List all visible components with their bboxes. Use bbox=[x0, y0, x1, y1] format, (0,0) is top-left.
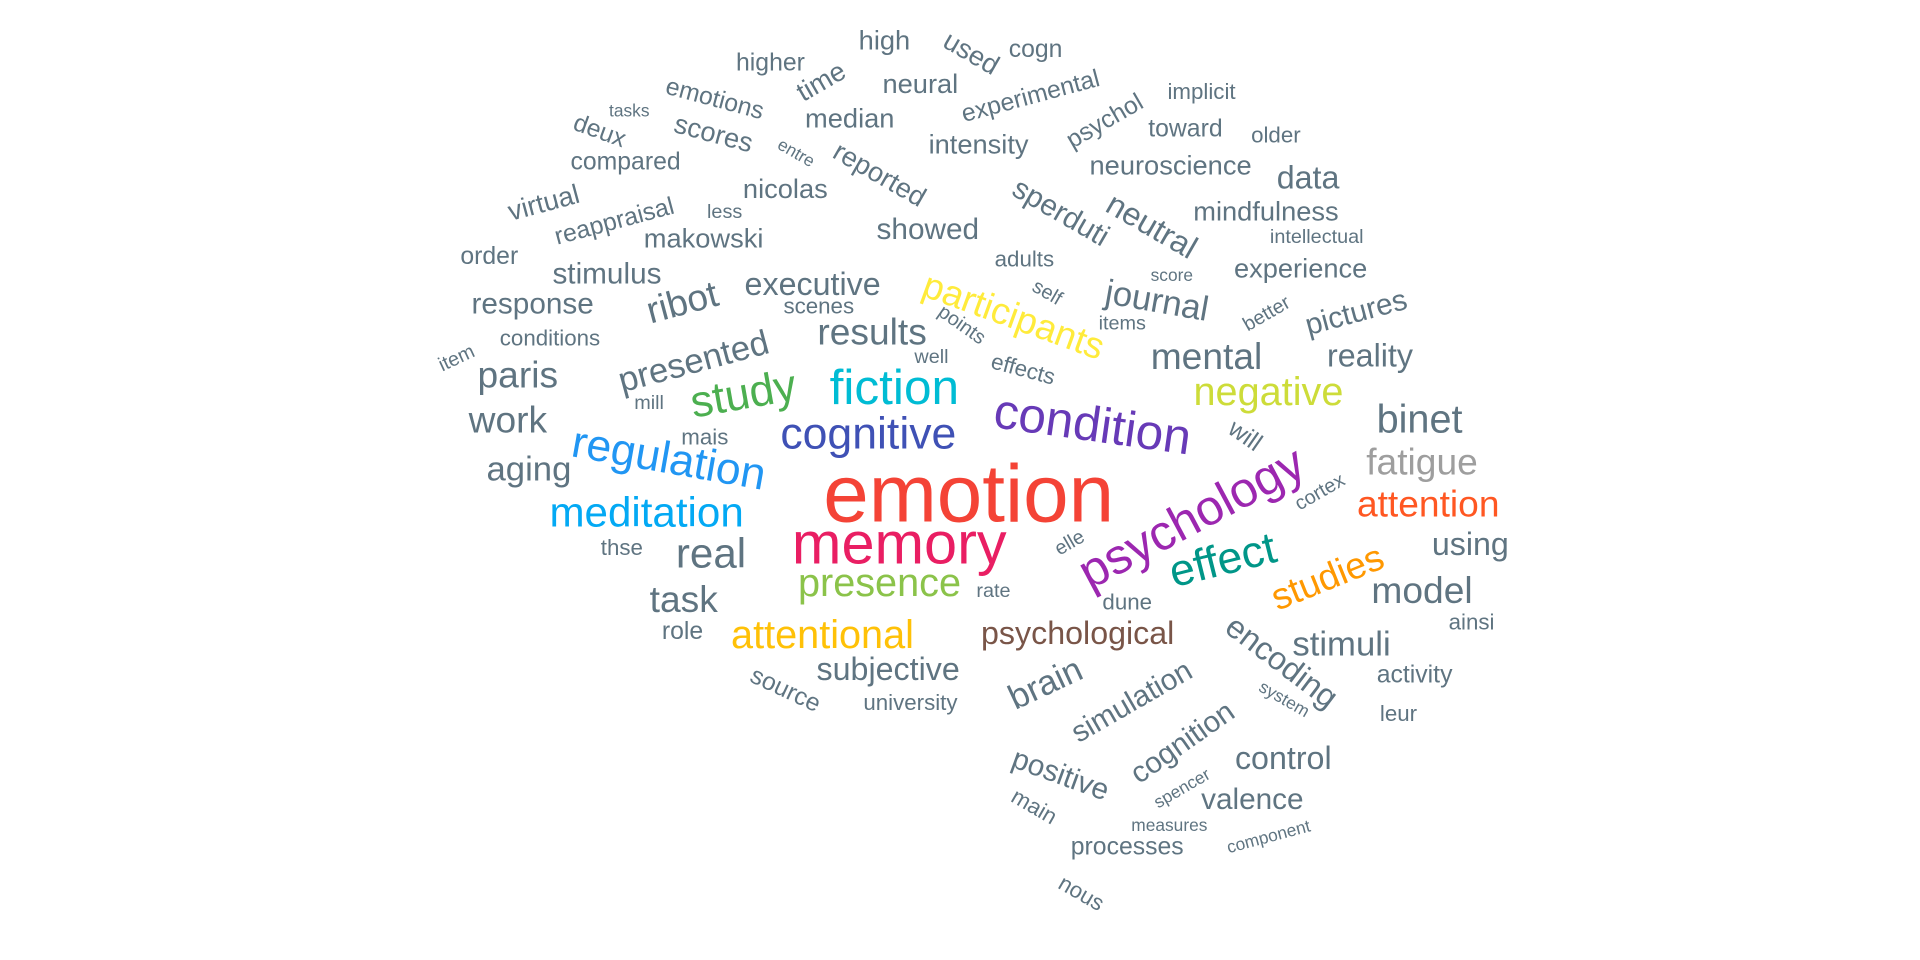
word-intellectual: intellectual bbox=[1269, 226, 1364, 248]
word-higher: higher bbox=[736, 49, 805, 77]
word-item: item bbox=[435, 341, 479, 377]
word-intensity: intensity bbox=[928, 128, 1029, 160]
word-binet: binet bbox=[1376, 396, 1463, 441]
word-university: university bbox=[863, 689, 958, 715]
word-response: response bbox=[471, 287, 594, 321]
word-experience: experience bbox=[1233, 252, 1368, 284]
word-less: less bbox=[707, 201, 743, 223]
word-source: source bbox=[745, 661, 825, 719]
word-ainsi: ainsi bbox=[1448, 609, 1495, 635]
word-order: order bbox=[460, 242, 519, 271]
word-attentional: attentional bbox=[731, 611, 914, 657]
word-aging: aging bbox=[486, 449, 572, 489]
word-high: high bbox=[858, 24, 911, 56]
word-psychol: psychol bbox=[1061, 88, 1149, 155]
word-brain: brain bbox=[1002, 649, 1089, 717]
word-activity: activity bbox=[1376, 661, 1453, 689]
word-well: well bbox=[914, 346, 949, 368]
word-scenes: scenes bbox=[783, 293, 855, 319]
word-nous: nous bbox=[1054, 870, 1109, 916]
word-dune: dune bbox=[1102, 589, 1153, 615]
word-data: data bbox=[1276, 158, 1340, 196]
word-using: using bbox=[1431, 525, 1509, 563]
word-main: main bbox=[1007, 783, 1062, 830]
word-reality: reality bbox=[1327, 336, 1413, 375]
word-fiction: fiction bbox=[829, 360, 960, 415]
word-showed: showed bbox=[876, 213, 980, 247]
word-task: task bbox=[649, 579, 718, 621]
word-meditation: meditation bbox=[549, 489, 744, 537]
word-real: real bbox=[675, 530, 747, 578]
word-memory: memory bbox=[791, 511, 1007, 578]
word-neutral: neutral bbox=[1100, 184, 1204, 267]
word-conditions: conditions bbox=[499, 325, 601, 351]
word-score: score bbox=[1150, 265, 1194, 285]
word-control: control bbox=[1234, 739, 1332, 777]
word-effects: effects bbox=[988, 348, 1058, 390]
word-implicit: implicit bbox=[1167, 79, 1236, 105]
word-entre: entre bbox=[774, 133, 819, 171]
word-rate: rate bbox=[976, 580, 1011, 603]
word-pictures: pictures bbox=[1301, 283, 1411, 343]
word-stimulus: stimulus bbox=[552, 257, 662, 292]
word-makowski: makowski bbox=[643, 222, 764, 254]
word-toward: toward bbox=[1148, 115, 1223, 143]
word-measures: measures bbox=[1131, 815, 1208, 835]
word-adults: adults bbox=[994, 246, 1055, 272]
word-work: work bbox=[468, 400, 548, 441]
word-executive: executive bbox=[744, 265, 881, 303]
word-reported: reported bbox=[828, 135, 932, 213]
word-negative: negative bbox=[1193, 369, 1344, 414]
word-sperduti: sperduti bbox=[1006, 171, 1115, 254]
word-thse: thse bbox=[600, 535, 643, 560]
word-attention: attention bbox=[1356, 484, 1500, 526]
word-mais: mais bbox=[681, 424, 729, 450]
word-paris: paris bbox=[477, 355, 559, 397]
word-median: median bbox=[805, 102, 895, 134]
word-neural: neural bbox=[882, 68, 959, 100]
word-nicolas: nicolas bbox=[742, 173, 828, 205]
word-component: component bbox=[1224, 815, 1313, 857]
word-older: older bbox=[1251, 122, 1301, 148]
word-leur: leur bbox=[1379, 701, 1418, 726]
word-psychological: psychological bbox=[980, 614, 1175, 652]
word-results: results bbox=[817, 312, 927, 354]
word-mill: mill bbox=[634, 392, 664, 414]
word-role: role bbox=[661, 618, 704, 646]
word-subjective: subjective bbox=[816, 650, 960, 688]
word-cognitive: cognitive bbox=[780, 407, 957, 459]
word-cogn: cogn bbox=[1008, 35, 1063, 64]
word-compared: compared bbox=[570, 148, 681, 176]
word-model: model bbox=[1371, 571, 1473, 612]
word-regulation: regulation bbox=[568, 415, 770, 500]
word-emotion: emotion bbox=[823, 447, 1115, 539]
word-stimuli: stimuli bbox=[1292, 624, 1391, 663]
word-mindfulness: mindfulness bbox=[1193, 195, 1339, 227]
word-presence: presence bbox=[797, 559, 962, 605]
word-tasks: tasks bbox=[609, 100, 650, 121]
word-valence: valence bbox=[1201, 782, 1304, 817]
word-better: better bbox=[1239, 292, 1295, 336]
word-mental: mental bbox=[1150, 336, 1263, 378]
word-processes: processes bbox=[1070, 833, 1184, 861]
word-neuroscience: neuroscience bbox=[1089, 149, 1252, 181]
word-fatigue: fatigue bbox=[1366, 442, 1478, 484]
word-items: items bbox=[1098, 313, 1146, 335]
